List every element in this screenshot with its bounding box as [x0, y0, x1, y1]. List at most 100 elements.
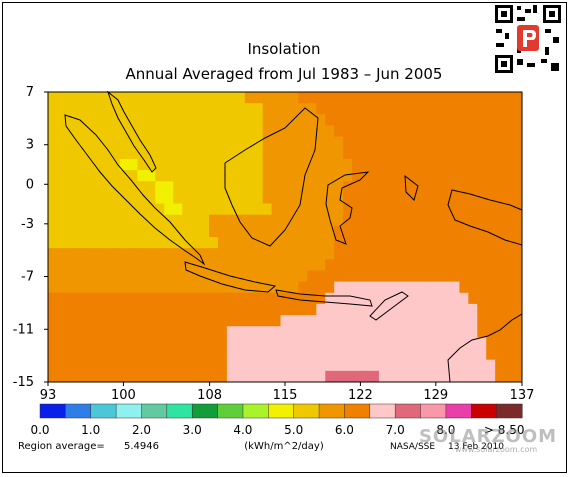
heatmap-cell [92, 92, 103, 104]
heatmap-cell [405, 136, 416, 149]
heatmap-cell [504, 326, 514, 338]
heatmap-cell [343, 259, 353, 271]
heatmap-cell [432, 348, 442, 361]
heatmap-cell [334, 270, 344, 283]
heatmap-cell [119, 170, 129, 182]
heatmap-cell [423, 103, 433, 115]
heatmap-cell [334, 259, 344, 271]
heatmap-cell [316, 359, 326, 372]
heatmap-cell [262, 337, 272, 349]
heatmap-cell [405, 125, 416, 138]
heatmap-cell [387, 192, 398, 204]
heatmap-cell [387, 359, 398, 372]
heatmap-cell [56, 192, 67, 204]
heatmap-cell [74, 281, 85, 294]
heatmap-cell [191, 248, 201, 260]
heatmap-cell [244, 181, 255, 193]
heatmap-cell [334, 370, 344, 383]
heatmap-cell [101, 203, 111, 216]
heatmap-cell [244, 92, 255, 104]
heatmap-cell [271, 114, 281, 126]
heatmap-cell [56, 359, 67, 372]
colorbar-swatch [293, 403, 320, 419]
heatmap-cell [486, 370, 496, 383]
heatmap-cell [208, 225, 219, 238]
heatmap-cell [244, 147, 255, 160]
heatmap-cell [226, 337, 237, 349]
heatmap-cell [200, 281, 210, 294]
heatmap-cell [182, 348, 192, 361]
heatmap-cell [307, 192, 317, 204]
heatmap-cell [343, 348, 353, 361]
heatmap-cell [137, 114, 147, 126]
heatmap-cell [378, 225, 389, 238]
heatmap-cell [343, 147, 353, 160]
heatmap-cell [155, 214, 165, 227]
heatmap-cell [119, 348, 129, 361]
heatmap-cell [173, 158, 183, 171]
heatmap-cell [74, 214, 85, 227]
heatmap-cell [119, 315, 129, 327]
heatmap-cell [208, 92, 219, 104]
heatmap-cell [289, 326, 299, 338]
heatmap-cell [352, 270, 362, 283]
heatmap-cell [119, 237, 129, 249]
heatmap-cell [441, 237, 451, 249]
heatmap-cell [119, 281, 129, 294]
colorbar-labels: 0.0 1.0 2.0 3.0 4.0 5.0 6.0 7.0 8.0 > 8.50 [30, 423, 524, 437]
heatmap-cell [182, 237, 192, 249]
heatmap-cell [513, 370, 523, 383]
heatmap-cell [146, 326, 156, 338]
heatmap-cell [182, 281, 192, 294]
heatmap-cell [110, 270, 120, 283]
heatmap-cell [459, 348, 469, 361]
heatmap-cell [65, 158, 76, 171]
heatmap-cell [208, 192, 219, 204]
heatmap-cell [173, 259, 183, 271]
heatmap-cell [441, 348, 451, 361]
heatmap-cell [441, 315, 451, 327]
heatmap-cell [262, 292, 272, 305]
heatmap-cell [378, 103, 389, 115]
heatmap-cell [101, 136, 111, 149]
heatmap-cell [119, 337, 129, 349]
heatmap-cell [226, 348, 237, 361]
heatmap-cell [513, 136, 523, 149]
heatmap-cell [119, 203, 129, 216]
heatmap-cell [271, 181, 281, 193]
heatmap-cell [432, 170, 442, 182]
heatmap-cell [441, 359, 451, 372]
heatmap-cell [289, 315, 299, 327]
heatmap-cell [504, 147, 514, 160]
heatmap-cell [182, 136, 192, 149]
heatmap-cell [352, 303, 362, 316]
heatmap-cell [271, 248, 281, 260]
heatmap-cell [48, 147, 58, 160]
x-tick-label: 93 [40, 388, 57, 403]
heatmap-cell [459, 370, 469, 383]
heatmap-cell [369, 370, 380, 383]
heatmap-cell [253, 203, 264, 216]
heatmap-cell [235, 114, 246, 126]
heatmap-cell [226, 259, 237, 271]
heatmap-cell [173, 303, 183, 316]
heatmap-cell [262, 225, 272, 238]
heatmap-cell [369, 326, 380, 338]
heatmap-cell [343, 315, 353, 327]
heatmap-cell [378, 114, 389, 126]
heatmap-cell [396, 326, 407, 338]
heatmap-cell [65, 326, 76, 338]
heatmap-cell [495, 214, 505, 227]
heatmap-cell [101, 348, 111, 361]
heatmap-cell [146, 225, 156, 238]
heatmap-cell [432, 92, 442, 104]
heatmap-cell [262, 114, 272, 126]
heatmap-cell [423, 292, 433, 305]
heatmap-cell [110, 125, 120, 138]
heatmap-cell [432, 237, 442, 249]
heatmap-cell [450, 315, 460, 327]
heatmap-cell [432, 192, 442, 204]
heatmap-cell [155, 136, 165, 149]
heatmap-cell [74, 326, 85, 338]
heatmap-cell [280, 181, 290, 193]
